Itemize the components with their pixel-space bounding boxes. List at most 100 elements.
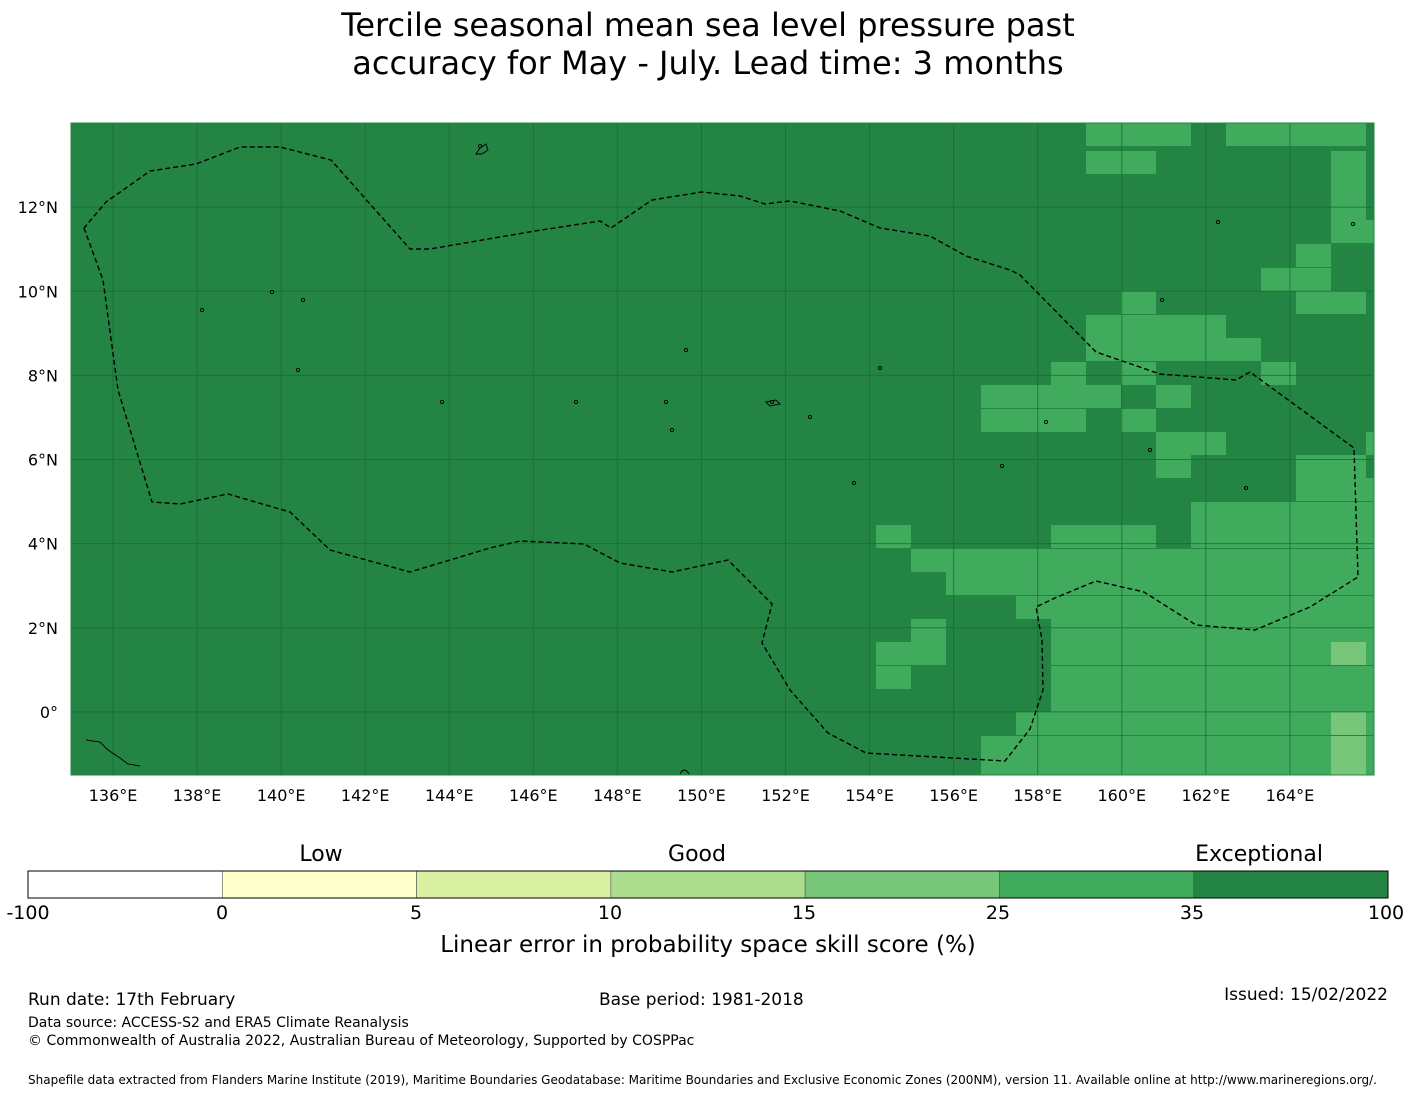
grid-cell xyxy=(981,572,1016,595)
grid-cell xyxy=(1051,642,1086,665)
island-shape xyxy=(1350,221,1356,227)
grid-cell xyxy=(1086,123,1121,146)
grid-cell xyxy=(1296,689,1331,712)
grid-cell xyxy=(1156,752,1191,775)
grid-cell xyxy=(1331,291,1366,314)
grid-cell xyxy=(1296,525,1331,548)
grid-cell xyxy=(1086,549,1121,572)
grid-cell xyxy=(1016,409,1051,432)
grid-cell xyxy=(1051,689,1086,712)
grid-cell xyxy=(1191,502,1226,525)
grid-cell xyxy=(1226,525,1261,548)
grid-cell xyxy=(1296,455,1331,478)
grid-cell xyxy=(1156,338,1191,361)
grid-cell xyxy=(1051,409,1086,432)
island-shape xyxy=(199,307,205,313)
grid-cell xyxy=(1331,197,1366,220)
grid-cell xyxy=(1156,596,1191,619)
grid-cell xyxy=(1366,596,1374,619)
grid-cell xyxy=(1086,752,1121,775)
grid-cell xyxy=(1296,642,1331,665)
grid-cell xyxy=(1156,123,1191,146)
grid-cell xyxy=(1086,315,1121,338)
colorbar xyxy=(27,870,1389,899)
grid-cell xyxy=(1331,525,1366,548)
colorbar-label: 0 xyxy=(215,902,229,924)
grid-cell xyxy=(1121,123,1156,146)
run-date: Run date: 17th February xyxy=(28,990,236,1010)
grid-cell xyxy=(1086,642,1121,665)
grid-cell xyxy=(1156,712,1191,735)
grid-cell xyxy=(1051,752,1086,775)
island-shape xyxy=(851,480,857,486)
grid-cell xyxy=(1121,362,1156,385)
grid-cell xyxy=(1226,572,1261,595)
grid-cell xyxy=(1226,619,1261,642)
grid-cell xyxy=(911,642,946,665)
colorbar-label: -100 xyxy=(6,902,50,924)
grid-cell xyxy=(1191,338,1226,361)
grid-cell xyxy=(1051,362,1086,385)
data-source: Data source: ACCESS-S2 and ERA5 Climate … xyxy=(28,1015,409,1031)
colorbar-label: 25 xyxy=(985,902,1011,924)
grid-cell xyxy=(1366,752,1374,775)
grid-cell xyxy=(1191,596,1226,619)
island-shape xyxy=(1043,419,1049,425)
colorbar-category-good: Good xyxy=(668,842,726,867)
grid-cell xyxy=(1366,432,1374,455)
grid-cell xyxy=(981,409,1016,432)
colorbar-label: 15 xyxy=(791,902,817,924)
latitude-tick-label: 8°N xyxy=(28,366,58,385)
grid-cell xyxy=(876,666,911,689)
longitude-tick-label: 146°E xyxy=(509,786,558,805)
grid-cell xyxy=(1261,666,1296,689)
island-shape xyxy=(573,399,579,405)
grid-cell xyxy=(1121,689,1156,712)
colorbar-category-low: Low xyxy=(299,842,343,867)
grid-cell xyxy=(1261,525,1296,548)
grid-cell xyxy=(981,549,1016,572)
grid-cell xyxy=(1331,666,1366,689)
colorbar-axis-label: Linear error in probability space skill … xyxy=(440,932,976,958)
grid-cell xyxy=(1191,689,1226,712)
title-line-2: accuracy for May - July. Lead time: 3 mo… xyxy=(352,44,1064,82)
grid-cell xyxy=(1086,572,1121,595)
island-shape xyxy=(999,463,1005,469)
issued-date: Issued: 15/02/2022 xyxy=(1224,985,1388,1005)
island-shape xyxy=(300,297,306,303)
grid-cell xyxy=(1331,619,1366,642)
skill-grid xyxy=(71,123,1374,775)
colorbar-label: 35 xyxy=(1179,902,1205,924)
grid-cell xyxy=(1051,712,1086,735)
map-frame xyxy=(70,122,1375,776)
island-shape xyxy=(1215,219,1221,225)
grid-cell xyxy=(1121,619,1156,642)
grid-cell xyxy=(1226,502,1261,525)
latitude-tick-label: 2°N xyxy=(28,619,58,638)
grid-cell xyxy=(1191,549,1226,572)
grid-cell xyxy=(1156,666,1191,689)
grid-cell xyxy=(1366,502,1374,525)
longitude-tick-label: 136°E xyxy=(89,786,138,805)
eez-boundary xyxy=(83,146,1359,762)
grid-cell xyxy=(1296,478,1331,501)
grid-cell xyxy=(1331,151,1366,174)
base-period: Base period: 1981-2018 xyxy=(599,990,804,1010)
colorbar-segment xyxy=(610,870,806,899)
grid-cell xyxy=(946,572,981,595)
grid-cell xyxy=(1366,619,1374,642)
grid-cell xyxy=(1261,268,1296,291)
grid-cell xyxy=(1296,619,1331,642)
grid-cell xyxy=(1296,268,1331,291)
grid-cell xyxy=(1261,689,1296,712)
grid-cell xyxy=(1331,689,1366,712)
title-line-1: Tercile seasonal mean sea level pressure… xyxy=(341,6,1075,44)
grid-cell xyxy=(981,752,1016,775)
grid-cell xyxy=(1121,151,1156,174)
colorbar-segment xyxy=(221,870,417,899)
grid-cell xyxy=(1156,572,1191,595)
grid-cell xyxy=(1366,642,1374,665)
island-shape xyxy=(765,399,781,407)
grid-cell xyxy=(911,549,946,572)
